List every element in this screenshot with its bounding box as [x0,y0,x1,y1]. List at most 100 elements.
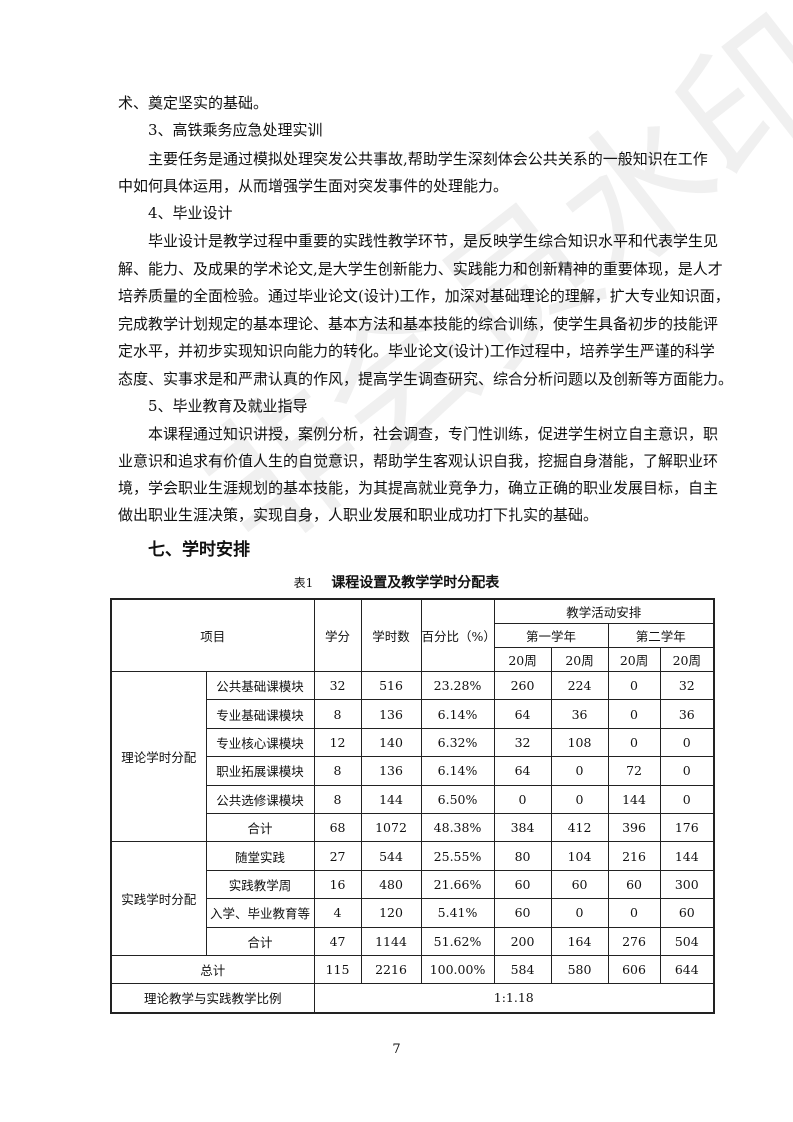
table-caption-label: 表1 [293,576,314,590]
header-week: 20周 [550,647,609,672]
row-label: 专业核心课模块 [205,727,315,758]
y2-s1-cell: 396 [607,812,661,843]
hours-cell: 2216 [360,954,422,985]
text-line: 培养质量的全面检验。通过毕业论文(设计)工作，加深对基础理论的理解，扩大专业知识… [118,287,730,305]
credits-cell: 115 [313,954,362,985]
credits-cell: 32 [313,670,362,701]
y2-s1-cell: 0 [607,670,661,701]
y1-s2-cell: 108 [550,727,609,758]
header-activity: 教学活动安排 [493,598,715,624]
group-label: 实践学时分配 [110,841,207,956]
y1-s2-cell: 0 [550,898,609,928]
row-label: 职业拓展课模块 [205,756,315,786]
table-caption-title: 课程设置及教学学时分配表 [331,575,500,591]
y2-s1-cell: 606 [607,954,661,985]
y2-s1-cell: 60 [607,869,661,900]
y2-s1-cell: 0 [607,898,661,928]
text-line: 中如何具体运用，从而增强学生面对突发事件的处理能力。 [118,177,509,195]
hours-cell: 1072 [360,812,422,843]
row-label: 合计 [205,812,315,843]
y1-s2-cell: 164 [550,926,609,956]
header-item: 项目 [110,598,315,672]
percent-cell: 21.66% [420,869,495,900]
percent-cell: 25.55% [420,841,495,871]
y1-s1-cell: 260 [493,670,552,701]
ratio-row: 理论教学与实践教学比例 1:1.18 [110,983,715,1014]
y1-s1-cell: 64 [493,699,552,729]
hours-allocation-table: 项目 学分 学时数 百分比（%） 教学活动安排 第一学年 第二学年 20周 20… [110,598,716,1014]
y1-s2-cell: 0 [550,784,609,814]
credits-cell: 4 [313,898,362,928]
y2-s1-cell: 72 [607,756,661,786]
y2-s2-cell: 144 [659,841,715,871]
y1-s2-cell: 580 [550,954,609,985]
hours-cell: 1144 [360,926,422,956]
ratio-value: 1:1.18 [313,983,715,1014]
table-row: 实践教学周 16 480 21.66% 60 60 60 300 [111,869,715,900]
y1-s2-cell: 36 [550,699,609,729]
y2-s2-cell: 0 [659,727,715,758]
credits-cell: 47 [313,926,362,956]
table-row: 专业基础课模块 8 136 6.14% 64 36 0 36 [111,699,715,729]
group-label: 理论学时分配 [110,670,207,843]
credits-cell: 27 [313,841,362,871]
y1-s1-cell: 384 [493,812,552,843]
text-line: 毕业设计是教学过程中重要的实践性教学环节，是反映学生综合知识水平和代表学生见 [148,232,719,250]
text-line: 境，学会职业生涯规划的基本技能，为其提高就业竞争力，确立正确的职业发展目标，自主 [118,479,719,497]
table-row: 入学、毕业教育等 4 120 5.41% 60 0 0 60 [111,898,715,928]
table-row: 理论学时分配 公共基础课模块 32 516 23.28% 260 224 0 32 [110,670,715,843]
table-caption: 表1 课程设置及教学学时分配表 [0,572,793,592]
text-line: 解、能力、及成果的学术论文,是大学生创新能力、实践能力和创新精神的重要体现，是人… [118,260,723,278]
y2-s1-cell: 0 [607,699,661,729]
text-line: 做出职业生涯决策，实现自身，人职业发展和职业成功打下扎实的基础。 [118,506,599,524]
credits-cell: 8 [313,756,362,786]
subsection-heading: 3、高铁乘务应急处理实训 [148,121,323,139]
table-row: 职业拓展课模块 8 136 6.14% 64 0 72 0 [111,756,715,786]
header-year1: 第一学年 [493,623,609,648]
hours-cell: 140 [360,727,422,758]
y2-s2-cell: 32 [659,670,715,701]
header-percent: 百分比（%） [420,598,495,672]
table-row: 公共选修课模块 8 144 6.50% 0 0 144 0 [111,784,715,814]
y1-s2-cell: 104 [550,841,609,871]
credits-cell: 12 [313,727,362,758]
header-year2: 第二学年 [607,623,715,648]
row-label: 随堂实践 [205,841,315,871]
text-line: 定水平，并初步实现知识向能力的转化。毕业论文(设计)工作过程中，培养学生严谨的科… [118,342,715,360]
y2-s1-cell: 144 [607,784,661,814]
hours-cell: 136 [360,699,422,729]
row-label: 专业基础课模块 [205,699,315,729]
subsection-heading: 5、毕业教育及就业指导 [148,397,308,415]
y1-s1-cell: 60 [493,898,552,928]
y2-s1-cell: 0 [607,727,661,758]
row-label: 公共选修课模块 [205,784,315,814]
text-line: 术、奠定坚实的基础。 [118,94,269,112]
y1-s1-cell: 584 [493,954,552,985]
y2-s2-cell: 176 [659,812,715,843]
y1-s1-cell: 0 [493,784,552,814]
text-line: 完成教学计划规定的基本理论、基本方法和基本技能的综合训练，使学生具备初步的技能评 [118,315,719,333]
percent-cell: 23.28% [420,670,495,701]
y2-s2-cell: 0 [659,784,715,814]
y1-s2-cell: 412 [550,812,609,843]
y1-s1-cell: 64 [493,756,552,786]
text-line: 态度、实事求是和严肃认真的作风，提高学生调查研究、综合分析问题以及创新等方面能力… [118,370,734,388]
percent-cell: 100.00% [420,954,495,985]
header-credits: 学分 [313,598,362,672]
y1-s2-cell: 60 [550,869,609,900]
row-label: 公共基础课模块 [205,670,315,701]
percent-cell: 5.41% [420,898,495,928]
hours-cell: 120 [360,898,422,928]
header-week: 20周 [493,647,552,672]
percent-cell: 6.14% [420,699,495,729]
row-label: 入学、毕业教育等 [205,898,315,928]
y1-s1-cell: 200 [493,926,552,956]
percent-cell: 6.50% [420,784,495,814]
y2-s1-cell: 216 [607,841,661,871]
text-line: 业意识和追求有价值人生的自觉意识，帮助学生客观认识自我，挖掘自身潜能，了解职业环 [118,452,719,470]
row-label: 实践教学周 [205,869,315,900]
subsection-heading: 4、毕业设计 [148,204,233,222]
text-line: 主要任务是通过模拟处理突发公共事故,帮助学生深刻体会公共关系的一般知识在工作 [148,150,708,168]
y1-s2-cell: 224 [550,670,609,701]
credits-cell: 8 [313,784,362,814]
